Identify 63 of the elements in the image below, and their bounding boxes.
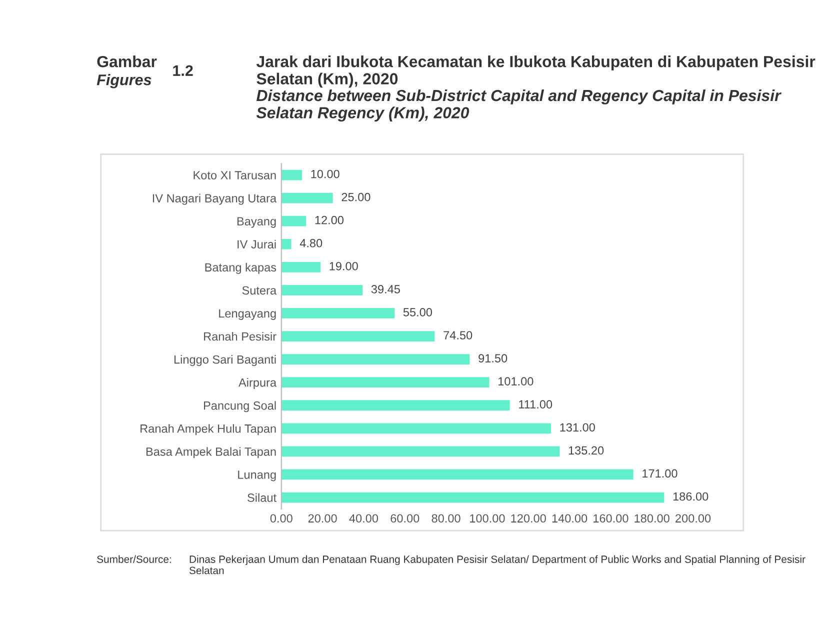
bar xyxy=(281,216,306,226)
text: Gambar xyxy=(97,56,157,68)
text: Figures xyxy=(96,74,152,88)
bar xyxy=(281,423,551,434)
data-label: 186.00 xyxy=(673,492,708,501)
x-tick-label: 120.00 xyxy=(511,514,546,523)
x-tick-label: 200.00 xyxy=(676,514,711,523)
y-tick-label: Sutera xyxy=(242,286,277,295)
y-tick-label: Lunang xyxy=(238,470,276,482)
x-tick-label: 40.00 xyxy=(349,514,378,523)
bar xyxy=(281,170,302,180)
chart-title: Jarak dari Ibukota Kecamatan ke Ibukota Kabupaten di Kabupaten Pesisir Selatan (Km), 2020 xyxy=(256,56,816,88)
data-label: 111.00 xyxy=(519,400,552,409)
data-label: 131.00 xyxy=(560,423,595,432)
bar xyxy=(281,446,560,457)
data-label: 39.45 xyxy=(371,285,400,294)
y-tick-label: Linggo Sari Baganti xyxy=(174,355,276,366)
text: 1.2 xyxy=(173,65,193,76)
y-tick-label: IV Nagari Bayang Utara xyxy=(152,194,277,205)
y-tick-label: Bayang xyxy=(237,217,276,228)
y-tick-label: Ranah Ampek Hulu Tapan xyxy=(140,424,276,436)
bar xyxy=(281,354,470,364)
y-tick-label: Pancung Soal xyxy=(204,401,276,412)
y-tick-label: Basa Ampek Balai Tapan xyxy=(146,447,276,458)
y-tick-label: Silaut xyxy=(248,493,276,502)
bar xyxy=(281,285,363,296)
data-label: 91.50 xyxy=(478,354,508,362)
bar xyxy=(281,331,435,342)
x-tick-label: 100.00 xyxy=(470,514,505,523)
y-tick-label: IV Jurai xyxy=(238,240,276,249)
bar xyxy=(281,308,395,318)
x-tick-label: 60.00 xyxy=(390,514,420,523)
data-label: 12.00 xyxy=(315,216,344,224)
x-tick-label: 0.00 xyxy=(270,514,292,523)
y-tick-label: Batang kapas xyxy=(205,262,276,274)
x-tick-label: 20.00 xyxy=(308,514,337,523)
bar xyxy=(281,469,634,480)
data-label: 101.00 xyxy=(498,377,534,386)
bar xyxy=(281,192,333,204)
bar xyxy=(281,262,320,272)
y-tick-label: Koto XI Tarusan xyxy=(194,171,276,180)
data-label: 25.00 xyxy=(342,192,370,202)
data-label: 55.00 xyxy=(403,308,432,316)
x-tick-label: 80.00 xyxy=(432,514,460,523)
chart-subtitle: Distance between Sub-District Capital and Regency Capital in Pesisir Selatan Regency (Km), 2020 xyxy=(256,89,782,122)
y-tick-label: Ranah Pesisir xyxy=(204,332,276,341)
data-label: 4.80 xyxy=(300,238,322,248)
bar xyxy=(281,377,490,388)
text: Dinas Pekerjaan Umum dan Penataan Ruang Kabupaten Pesisir Selatan/ Department of Public Works and Spatial Planning of Pesisir Selatan xyxy=(189,555,806,574)
data-label: 10.00 xyxy=(311,170,340,178)
y-tick-label: Airpura xyxy=(238,378,277,390)
text: Sumber/Source: xyxy=(97,555,171,563)
y-tick-label: Lengayang xyxy=(219,309,276,320)
bar xyxy=(281,492,664,503)
data-label: 19.00 xyxy=(330,262,358,270)
x-tick-label: 180.00 xyxy=(634,514,670,523)
data-label: 74.50 xyxy=(444,331,472,340)
x-tick-label: 160.00 xyxy=(594,514,628,523)
bar xyxy=(281,238,292,250)
bar xyxy=(281,400,510,411)
data-label: 171.00 xyxy=(642,469,678,478)
x-tick-label: 140.00 xyxy=(552,514,588,523)
data-label: 135.20 xyxy=(568,446,604,455)
